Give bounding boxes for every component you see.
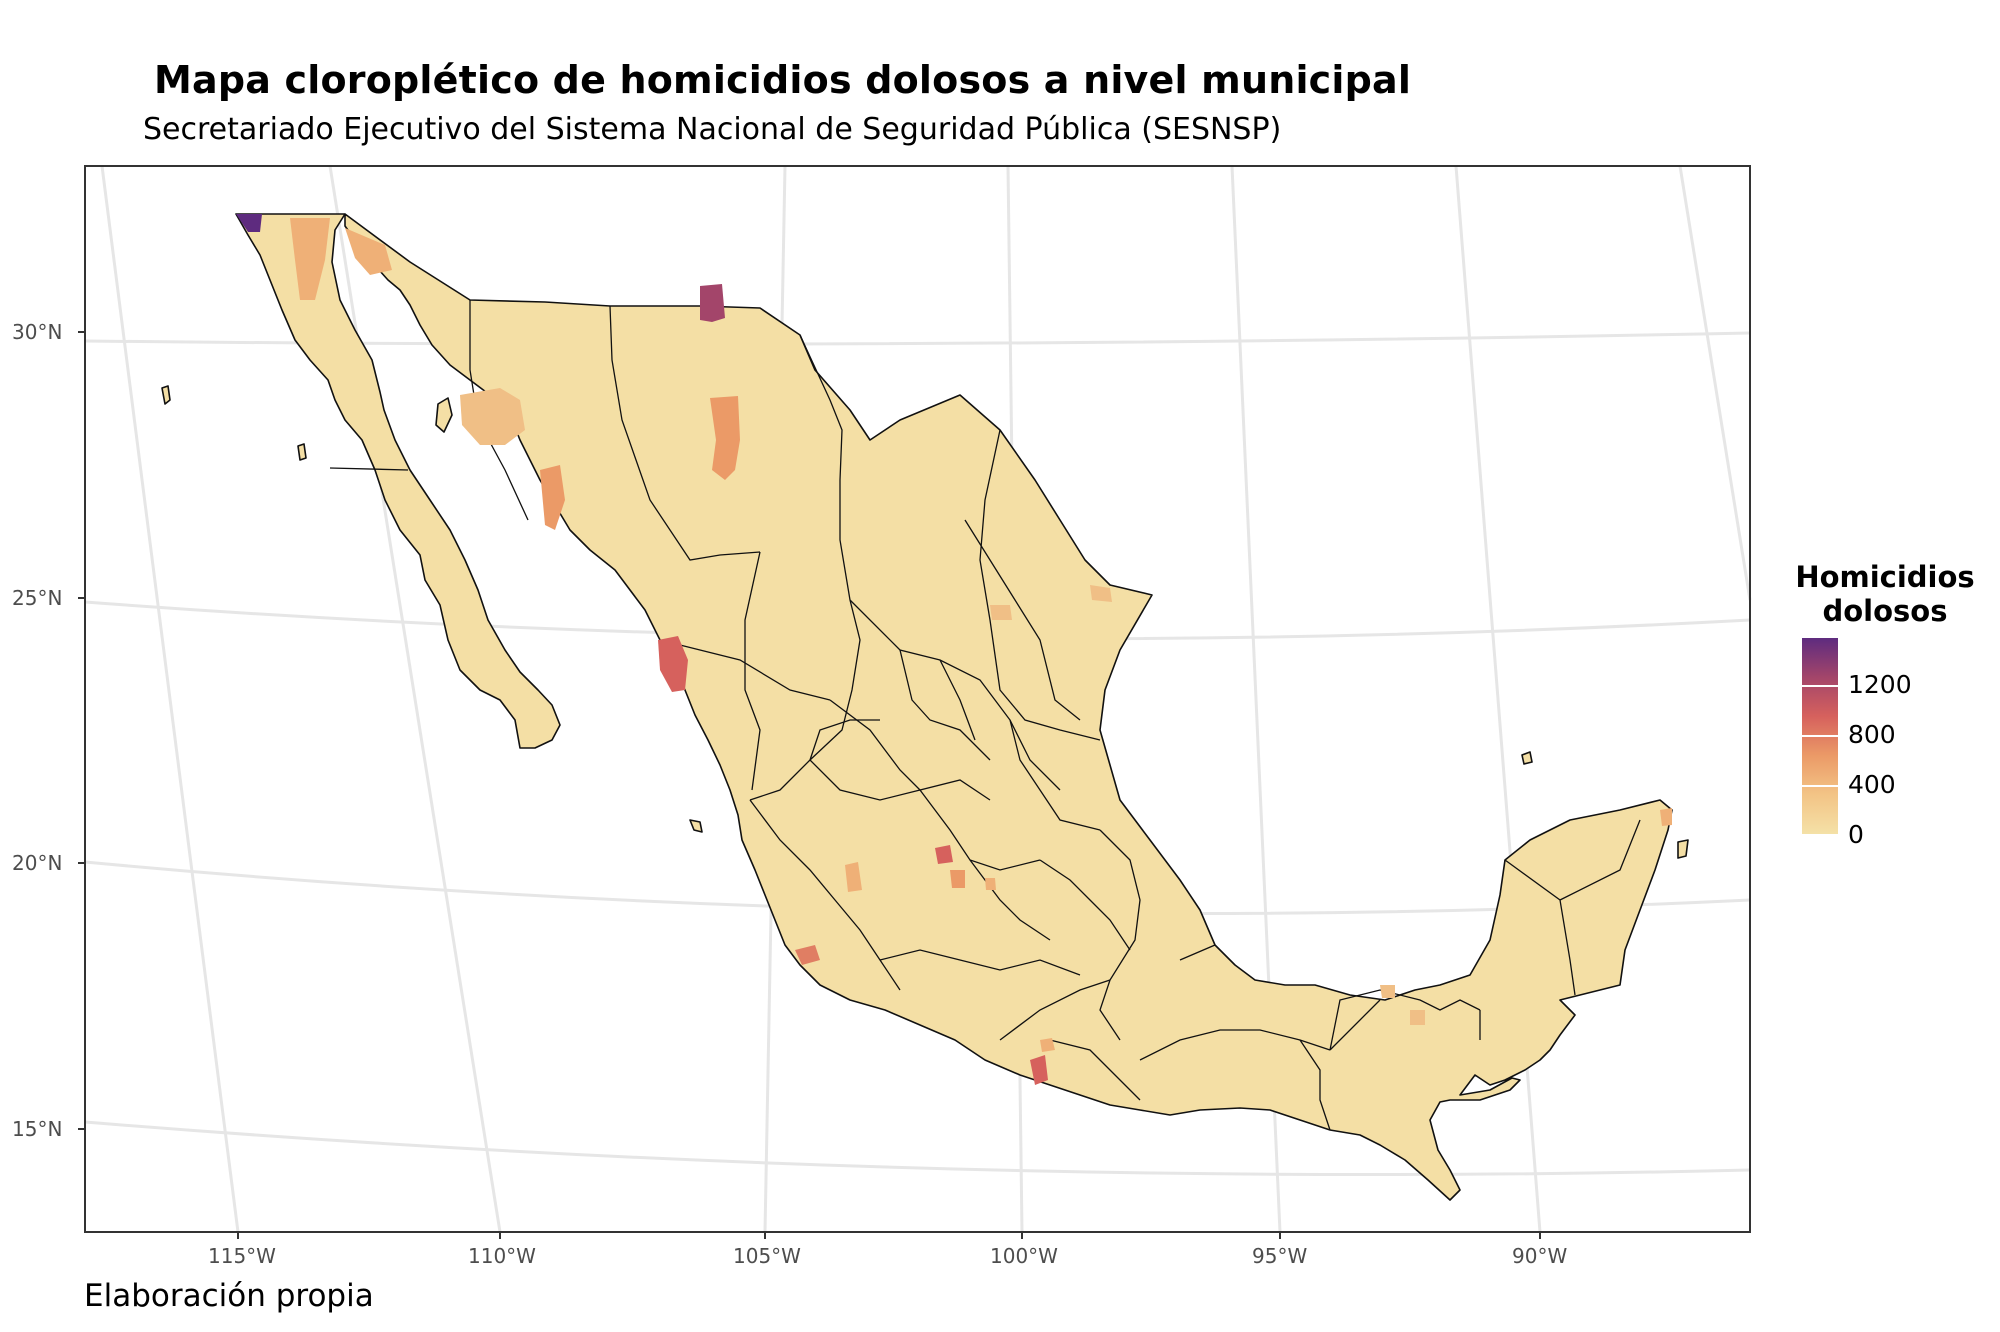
lat-tick-15: 15°N xyxy=(12,1117,63,1141)
state-borders xyxy=(329,300,1641,1131)
legend-tick-mark-400 xyxy=(1802,785,1838,787)
lon-tick-105: 105°W xyxy=(733,1244,801,1268)
hotspot-irapuato xyxy=(985,878,996,890)
hotspot-tijuana xyxy=(236,214,262,232)
islas-marias xyxy=(689,819,703,833)
hotspot-hermosillo xyxy=(460,388,525,445)
legend-title: Homicidios dolosos xyxy=(1780,560,1990,628)
baja-california-peninsula xyxy=(235,213,561,749)
hotspot-villahermosa xyxy=(1410,1010,1425,1025)
map-subtitle: Secretariado Ejecutivo del Sistema Nacio… xyxy=(143,112,1282,147)
legend-tick-mark-800 xyxy=(1802,735,1838,737)
hotspot-municipalities xyxy=(236,214,1672,1085)
lon-tick-95: 95°W xyxy=(1252,1244,1308,1268)
hotspot-zihuatanejo xyxy=(795,945,820,965)
legend-tick-mark-1200 xyxy=(1802,685,1838,687)
axis-ticks xyxy=(78,331,1541,1239)
hotspot-uruapan xyxy=(845,862,862,892)
map-title: Mapa cloroplético de homicidios dolosos … xyxy=(154,58,1412,102)
isla-tiburon xyxy=(435,397,453,433)
isla-guadalupe xyxy=(161,385,171,405)
hotspot-cajeme xyxy=(540,465,565,530)
legend-tick-1200: 1200 xyxy=(1848,670,1912,699)
legend-title-line1: Homicidios xyxy=(1795,560,1975,594)
lat-tick-30: 30°N xyxy=(12,320,63,344)
lat-tick-25: 25°N xyxy=(12,586,63,610)
legend-tick-400: 400 xyxy=(1848,770,1896,799)
hotspot-chilpancingo xyxy=(1040,1038,1055,1052)
lon-tick-110: 110°W xyxy=(468,1244,536,1268)
mexico-landmass xyxy=(161,213,1689,1201)
legend-tick-800: 800 xyxy=(1848,720,1896,749)
hotspot-monterrey xyxy=(990,605,1012,620)
hotspot-sonoyta xyxy=(345,228,392,275)
hotspot-leon xyxy=(950,870,965,888)
grid-lon-85 xyxy=(1678,165,1752,601)
hotspot-ciudad-juarez xyxy=(700,284,725,322)
hotspot-culiacan xyxy=(658,636,688,692)
hotspot-acapulco xyxy=(1030,1055,1048,1085)
hotspot-cancun xyxy=(1660,808,1672,826)
legend-tick-0: 0 xyxy=(1848,820,1864,849)
hotspot-mexicali xyxy=(290,218,330,300)
hotspot-reynosa xyxy=(1090,585,1112,602)
mexico-mainland xyxy=(344,213,1673,1201)
legend-title-line2: dolosos xyxy=(1822,594,1948,628)
lon-tick-100: 100°W xyxy=(990,1244,1058,1268)
lat-tick-20: 20°N xyxy=(12,851,63,875)
grid-lon-115 xyxy=(100,165,240,1233)
isla-cozumel xyxy=(1677,839,1689,859)
lon-tick-90: 90°W xyxy=(1512,1244,1568,1268)
isla-arrecife xyxy=(1521,751,1533,765)
isla-cedros xyxy=(297,443,307,461)
hotspot-chihuahua xyxy=(710,396,740,480)
panel-border xyxy=(84,165,1751,1233)
hotspot-coatzacoalcos xyxy=(1380,985,1395,998)
lon-tick-115: 115°W xyxy=(208,1244,276,1268)
grid-lat-15 xyxy=(84,1120,1751,1177)
map-caption: Elaboración propia xyxy=(84,1278,374,1314)
hotspot-celaya xyxy=(935,845,953,864)
